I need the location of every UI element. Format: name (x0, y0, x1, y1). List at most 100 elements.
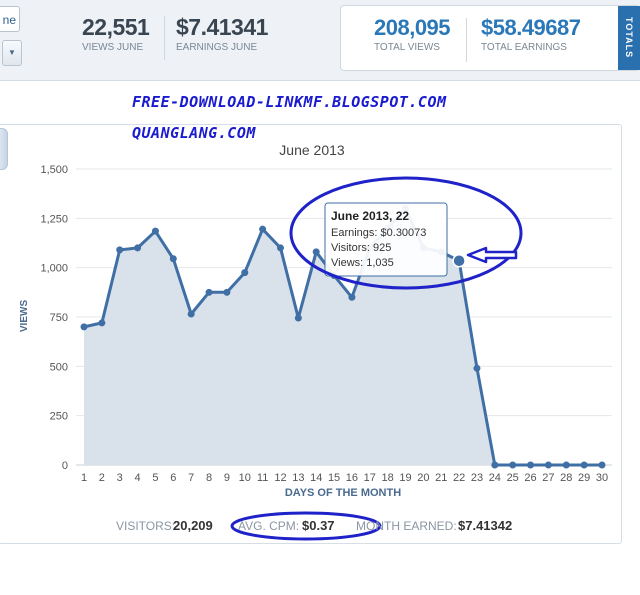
data-point (169, 255, 177, 263)
data-point (294, 314, 302, 322)
total-earnings-label: TOTAL EARNINGS (481, 42, 567, 53)
total-earnings-stat: $58.49687 TOTAL EARNINGS (481, 15, 581, 53)
y-tick-label: 250 (50, 411, 68, 423)
x-tick-label: 10 (239, 472, 251, 484)
data-point (348, 293, 356, 301)
data-point (241, 269, 249, 277)
data-point (598, 461, 606, 469)
x-tick-label: 22 (453, 472, 465, 484)
earnings-june-value: $7.41341 (176, 14, 268, 40)
data-point (223, 288, 231, 296)
stats-header: ne ▼ 22,551 VIEWS JUNE $7.41341 EARNINGS… (0, 0, 640, 81)
watermark-site: QUANGLANG.COM (132, 124, 256, 142)
divider (164, 16, 165, 60)
data-point (509, 461, 517, 469)
x-tick-label: 3 (117, 472, 123, 484)
x-tick-label: 26 (524, 472, 536, 484)
visitors-label: VISITORS: (116, 519, 176, 533)
x-tick-label: 14 (310, 472, 322, 484)
x-tick-label: 19 (399, 472, 411, 484)
earnings-june-label: EARNINGS JUNE (176, 42, 258, 53)
tooltip-box (324, 202, 448, 277)
panel-collapse-tab[interactable] (0, 128, 8, 170)
x-tick-label: 11 (257, 472, 268, 484)
x-tick-label: 29 (578, 472, 590, 484)
data-point (544, 461, 552, 469)
data-point (473, 364, 481, 372)
x-tick-label: 20 (417, 472, 429, 484)
data-point (491, 461, 499, 469)
views-june-label: VIEWS JUNE (82, 42, 144, 53)
cpm-value: $0.37 (302, 518, 335, 533)
x-tick-label: 6 (170, 472, 176, 484)
views-area (84, 208, 602, 465)
chevron-down-icon[interactable]: ▼ (2, 40, 22, 66)
x-tick-label: 2 (99, 472, 105, 484)
x-tick-label: 1 (81, 472, 87, 484)
chart-panel (0, 124, 622, 544)
x-ticks: 1 2 3 4 5 6 7 8 9 10 11 12 13 14 15 16 17 18 19 20 21 22 23 24 2… (81, 472, 608, 484)
data-point (116, 246, 124, 254)
y-tick-label: 500 (50, 361, 68, 373)
x-tick-label: 18 (382, 472, 394, 484)
tooltip-earnings: Earnings: $0.30073 (331, 227, 426, 239)
cpm-label: AVG. CPM: (238, 519, 300, 533)
totals-tab[interactable]: TOTALS (618, 6, 640, 70)
views-june-stat: 22,551 VIEWS JUNE (82, 14, 150, 53)
annotation-arrow-icon (466, 246, 518, 264)
y-axis-label: VIEWS (19, 300, 30, 333)
annotation-ellipse (289, 176, 523, 290)
watermark-blog: FREE-DOWNLOAD-LINKMF.BLOGSPOT.COM (132, 93, 447, 111)
data-point (151, 227, 159, 235)
data-point (98, 319, 106, 327)
x-tick-label: 23 (471, 472, 483, 484)
y-ticks: 0 250 500 750 1,000 1,250 1,500 (40, 164, 68, 472)
x-tick-label: 25 (507, 472, 519, 484)
data-point (205, 288, 213, 296)
y-tick-label: 0 (62, 460, 68, 472)
month-earned-value: $7.41342 (458, 518, 513, 533)
x-tick-label: 24 (489, 472, 501, 484)
x-tick-label: 28 (560, 472, 572, 484)
views-june-value: 22,551 (82, 14, 150, 40)
x-tick-label: 16 (346, 472, 358, 484)
data-point (134, 244, 142, 252)
x-tick-label: 17 (364, 472, 376, 484)
y-tick-label: 1,250 (40, 213, 68, 225)
y-tick-label: 1,000 (40, 263, 68, 275)
x-tick-label: 5 (152, 472, 158, 484)
visitors-value: 20,209 (173, 518, 213, 533)
x-tick-label: 7 (188, 472, 194, 484)
summary-footer: VISITORS: 20,209 AVG. CPM: $0.37 MONTH E… (0, 516, 640, 536)
data-point (276, 244, 284, 252)
total-views-stat: 208,095 TOTAL VIEWS (374, 15, 451, 53)
x-tick-label: 9 (224, 472, 230, 484)
x-tick-label: 12 (274, 472, 286, 484)
x-tick-label: 30 (596, 472, 608, 484)
data-point (527, 461, 535, 469)
y-tick-label: 750 (50, 312, 68, 324)
cpm-annotation-ellipse (230, 511, 382, 541)
highlighted-point (452, 254, 466, 268)
tooltip-visitors: Visitors: 925 (331, 242, 391, 254)
x-tick-label: 8 (206, 472, 212, 484)
total-earnings-value: $58.49687 (481, 15, 581, 40)
month-earned-label: MONTH EARNED: (356, 519, 457, 533)
data-point (312, 248, 320, 256)
x-tick-label: 27 (542, 472, 554, 484)
period-select[interactable]: ne (0, 6, 20, 32)
y-tick-label: 1,500 (40, 164, 68, 176)
totals-box: 208,095 TOTAL VIEWS $58.49687 TOTAL EARN… (340, 5, 640, 71)
total-views-label: TOTAL VIEWS (374, 42, 440, 53)
data-point (259, 225, 267, 233)
tooltip: June 2013, 22 Earnings: $0.30073 Visitor… (324, 202, 448, 277)
data-point (580, 461, 588, 469)
x-tick-label: 4 (135, 472, 141, 484)
x-tick-label: 13 (292, 472, 304, 484)
total-views-value: 208,095 (374, 15, 451, 40)
tooltip-title: June 2013, 22 (331, 209, 409, 223)
data-point (562, 461, 570, 469)
chart-title: June 2013 (279, 142, 345, 158)
x-axis-label: DAYS OF THE MONTH (285, 487, 401, 499)
